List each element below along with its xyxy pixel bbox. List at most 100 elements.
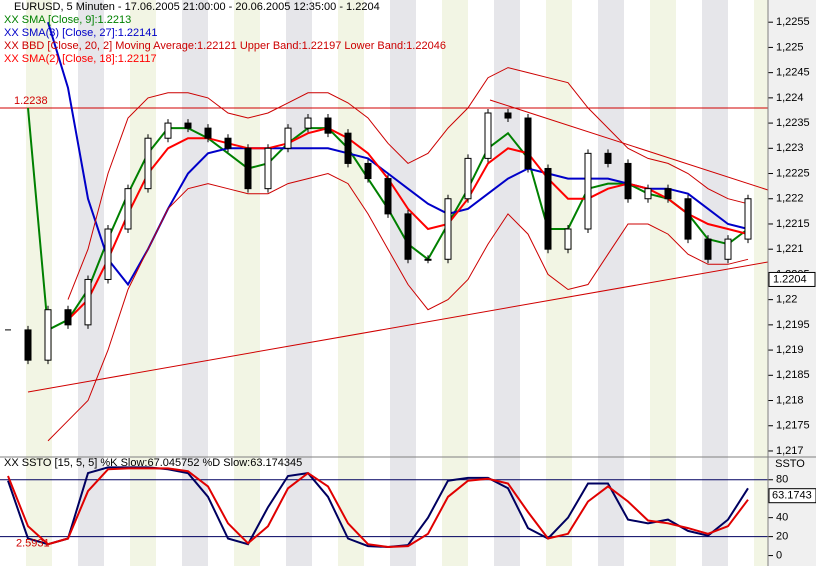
y-tick-label: 1,2185 — [776, 369, 810, 381]
y-tick-label: 1,2225 — [776, 167, 810, 179]
candle — [124, 188, 132, 230]
candle — [404, 213, 412, 260]
legend-entry: XX SMA [Close, 9]:1.2213 — [4, 14, 131, 26]
stripe — [754, 0, 768, 566]
stripe — [0, 0, 26, 566]
candle — [24, 329, 32, 361]
y-tick-label: 1,22 — [776, 294, 797, 306]
y-tick-label: 1,2255 — [776, 16, 810, 28]
candle — [444, 198, 452, 260]
candle — [544, 167, 552, 250]
candle — [244, 147, 252, 190]
annotation: 2.5931 — [16, 538, 50, 550]
y-tick-label: 1,225 — [776, 41, 804, 53]
candle — [584, 152, 592, 230]
candle — [484, 112, 492, 159]
stochastic-panel: 0 20 40 80 63.1743 2.5931 — [0, 466, 816, 561]
candle — [604, 152, 612, 164]
legend-entry: XX SMA(2) [Close, 18]:1.22117 — [4, 53, 157, 65]
level-label: 1.2238 — [14, 95, 48, 107]
stripe — [156, 0, 182, 566]
candle — [724, 238, 732, 260]
candle — [664, 188, 672, 200]
trend-line — [489, 99, 769, 191]
candle — [524, 117, 532, 169]
stripe — [676, 0, 702, 566]
candle — [284, 127, 292, 149]
panel-title: XX SSTO [15, 5, 5] %K Slow:67.045752 %D … — [4, 457, 302, 469]
panel-axis-title: SSTO — [775, 458, 805, 470]
y-tick-label: 1,2175 — [776, 420, 810, 432]
candle — [84, 278, 92, 326]
y-tick-label: 1,2215 — [776, 218, 810, 230]
candle — [424, 258, 432, 261]
stripe — [572, 0, 598, 566]
stripe — [416, 0, 442, 566]
stripe — [650, 0, 676, 566]
stripe — [468, 0, 494, 566]
y-tick-label: 1,222 — [776, 193, 804, 205]
candle — [704, 238, 712, 260]
candle — [164, 122, 172, 139]
candle — [204, 127, 212, 139]
stripe — [286, 0, 312, 566]
y-tick-label: 1,219 — [776, 344, 804, 356]
candle — [564, 228, 572, 250]
legend-entry: XX BBD [Close, 20, 2] Moving Average:1.2… — [4, 40, 446, 52]
stripe — [442, 0, 468, 566]
candle — [44, 309, 52, 361]
stripe — [494, 0, 520, 566]
stripe — [52, 0, 78, 566]
value-marker-label: 63.1743 — [772, 490, 812, 502]
stripe — [520, 0, 546, 566]
candle — [224, 137, 232, 149]
candle — [744, 198, 752, 240]
candle — [464, 157, 472, 200]
candle — [264, 147, 272, 190]
series-line — [7, 467, 749, 549]
price-panel: 1,217 1,2175 1,218 1,2185 1,219 1,2195 1,22 1,2… — [0, 14, 816, 457]
y-tick-label: 20 — [776, 531, 788, 543]
series-line — [47, 172, 749, 442]
stripe — [26, 0, 52, 566]
stripe — [260, 0, 286, 566]
chart-title: EURUSD, 5 Minuten - 17.06.2005 21:00:00 … — [14, 1, 380, 13]
stripe — [208, 0, 234, 566]
candle — [384, 178, 392, 215]
y-tick-label: 1,2235 — [776, 117, 810, 129]
stripe — [338, 0, 364, 566]
stripe — [702, 0, 728, 566]
candle — [324, 117, 332, 134]
stripe — [728, 0, 754, 566]
price-marker-label: 1.2204 — [773, 273, 807, 285]
background-stripes — [0, 0, 768, 566]
candle — [144, 137, 152, 190]
legend-entry: XX SMA(3) [Close, 27]:1.22141 — [4, 27, 157, 39]
stripe — [364, 0, 390, 566]
candle — [624, 162, 632, 200]
y-tick-label: 40 — [776, 512, 788, 524]
y-tick-label: 1,2245 — [776, 67, 810, 79]
series-line — [67, 67, 749, 300]
stripe — [234, 0, 260, 566]
stripe — [598, 0, 624, 566]
series-line — [67, 127, 749, 321]
stripe — [312, 0, 338, 566]
candle — [64, 309, 72, 326]
stripe — [390, 0, 416, 566]
candle — [504, 112, 512, 119]
candle — [344, 132, 352, 164]
y-tick-label: 1,2195 — [776, 319, 810, 331]
candle — [104, 228, 112, 280]
candle — [644, 188, 652, 200]
y-tick-label: 0 — [776, 549, 782, 561]
candle — [184, 122, 192, 129]
y-tick-label: 1,221 — [776, 243, 804, 255]
y-tick-label: 1,218 — [776, 394, 804, 406]
trend-line — [27, 261, 769, 393]
y-tick-label: 80 — [776, 474, 788, 486]
stripe — [130, 0, 156, 566]
candle — [364, 162, 372, 180]
